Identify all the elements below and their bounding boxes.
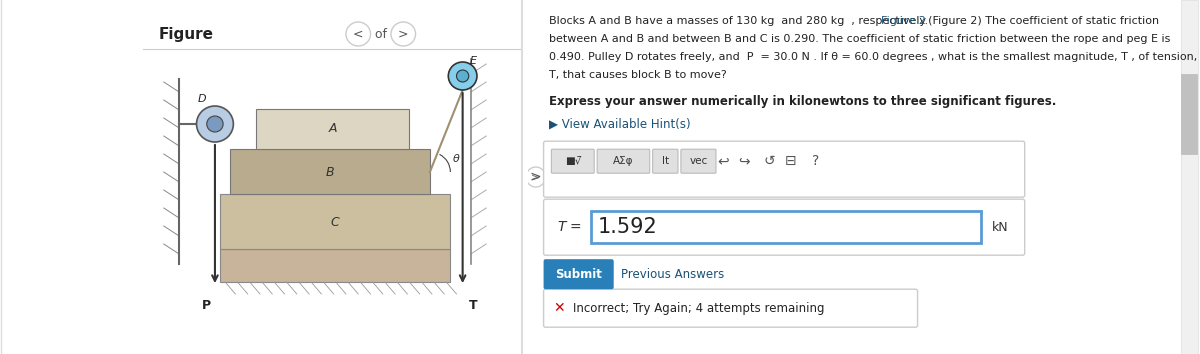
FancyBboxPatch shape	[544, 259, 613, 289]
Text: ⊟: ⊟	[785, 154, 797, 168]
FancyBboxPatch shape	[592, 211, 980, 243]
Text: Blocks A and B have a masses of 130 kg  and 280 kg  , respectively.(Figure 2) Th: Blocks A and B have a masses of 130 kg a…	[550, 16, 1159, 26]
Text: D: D	[197, 94, 206, 104]
Text: T: T	[469, 299, 478, 312]
Circle shape	[456, 70, 469, 82]
Circle shape	[346, 22, 371, 46]
FancyBboxPatch shape	[544, 199, 1025, 255]
Text: 1.592: 1.592	[598, 217, 658, 237]
Text: Previous Answers: Previous Answers	[622, 268, 725, 281]
Text: $T$ =: $T$ =	[557, 220, 582, 234]
Text: ↩: ↩	[716, 154, 728, 168]
Circle shape	[449, 62, 476, 90]
Text: <: <	[353, 28, 364, 40]
Text: ✕: ✕	[553, 301, 565, 315]
Circle shape	[391, 22, 415, 46]
FancyBboxPatch shape	[551, 149, 594, 173]
Text: 0.490. Pulley D rotates freely, and  P  = 30.0 N . If θ = 60.0 degrees , what is: 0.490. Pulley D rotates freely, and P = …	[550, 52, 1198, 62]
FancyBboxPatch shape	[544, 141, 1025, 197]
Circle shape	[197, 106, 233, 142]
FancyBboxPatch shape	[1182, 74, 1198, 154]
Text: AΣφ: AΣφ	[613, 156, 634, 166]
Text: 2 of 3: 2 of 3	[362, 28, 398, 40]
Text: ↪: ↪	[738, 154, 750, 168]
Text: A: A	[329, 122, 337, 136]
FancyBboxPatch shape	[544, 289, 918, 327]
Text: C: C	[330, 216, 340, 228]
Text: Figure: Figure	[158, 27, 214, 41]
Text: T, that causes block B to move?: T, that causes block B to move?	[550, 70, 727, 80]
Text: kN: kN	[991, 221, 1008, 234]
FancyBboxPatch shape	[230, 149, 430, 194]
FancyBboxPatch shape	[220, 194, 450, 249]
Text: ↺: ↺	[763, 154, 775, 168]
Text: P: P	[202, 299, 211, 312]
Circle shape	[526, 167, 546, 187]
FancyBboxPatch shape	[256, 109, 409, 149]
Text: $\theta$: $\theta$	[452, 152, 461, 164]
Text: B: B	[325, 166, 334, 178]
FancyBboxPatch shape	[220, 249, 450, 282]
Text: ■√̄: ■√̄	[565, 156, 581, 166]
Text: ▶ View Available Hint(s): ▶ View Available Hint(s)	[550, 117, 691, 130]
FancyBboxPatch shape	[653, 149, 678, 173]
FancyBboxPatch shape	[598, 149, 649, 173]
Text: Express your answer numerically in kilonewtons to three significant figures.: Express your answer numerically in kilon…	[550, 95, 1057, 108]
Text: Submit: Submit	[556, 268, 602, 281]
Text: vec: vec	[689, 156, 708, 166]
Text: between A and B and between B and C is 0.290. The coefficient of static friction: between A and B and between B and C is 0…	[550, 34, 1171, 44]
Text: E: E	[469, 56, 476, 66]
FancyBboxPatch shape	[1181, 0, 1198, 354]
FancyBboxPatch shape	[680, 149, 716, 173]
Text: >: >	[398, 28, 408, 40]
Text: >: >	[532, 172, 540, 182]
Text: ?: ?	[811, 154, 818, 168]
Circle shape	[206, 116, 223, 132]
Text: It: It	[661, 156, 668, 166]
Text: Figure 2: Figure 2	[881, 16, 925, 26]
Text: >: >	[530, 170, 541, 184]
Text: Incorrect; Try Again; 4 attempts remaining: Incorrect; Try Again; 4 attempts remaini…	[572, 302, 824, 315]
